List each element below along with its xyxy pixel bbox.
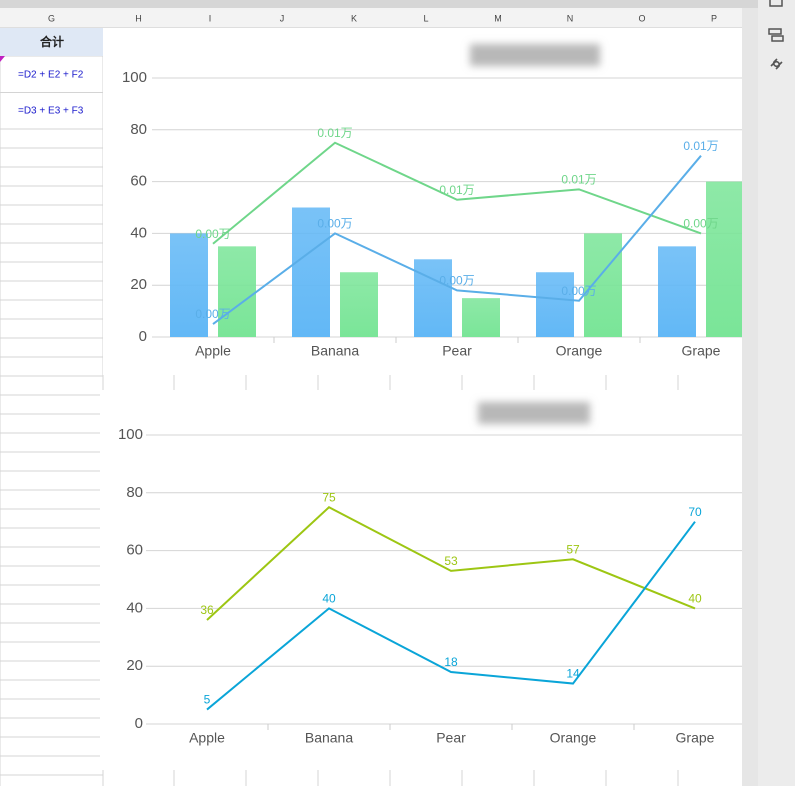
column-header: M (494, 13, 502, 23)
column-header: I (209, 13, 212, 23)
line (212, 141, 702, 245)
line (206, 506, 696, 621)
column-header: K (351, 13, 357, 23)
data-label: 5 (204, 693, 211, 707)
bar (292, 207, 330, 337)
x-tick-label: Banana (305, 730, 353, 746)
blurred-title (478, 402, 590, 424)
total-cell-bg (0, 28, 103, 56)
column-header: O (638, 13, 645, 23)
cell[interactable]: =D2 + E2 + F2 (18, 70, 84, 81)
x-tick-label: Pear (436, 730, 466, 746)
charts: 0 20 40 60 80 100 Apple Banana Pear Orange Grape 0.… (100, 28, 742, 770)
toolbar-icon[interactable] (768, 28, 784, 42)
data-label: 0.01万 (561, 173, 596, 187)
bar (706, 181, 742, 337)
x-tick-label: Grape (682, 343, 721, 359)
y-tick-label: 100 (118, 426, 143, 443)
x-tick-label: Apple (189, 730, 225, 746)
column-header: N (567, 13, 574, 23)
cell[interactable]: 合计 (40, 34, 64, 49)
data-label: 36 (200, 603, 214, 617)
bar (414, 259, 452, 337)
x-tick-label: Apple (195, 343, 231, 359)
data-label: 18 (444, 655, 458, 669)
bar (584, 233, 622, 337)
data-label: 0.01万 (317, 126, 352, 140)
data-label: 70 (688, 505, 702, 519)
y-tick-label: 0 (139, 328, 147, 345)
bar (536, 272, 574, 337)
y-tick-label: 80 (126, 484, 143, 501)
data-label: 0.01万 (683, 139, 718, 153)
toolbar-icon[interactable] (770, 58, 783, 70)
y-tick-label: 0 (135, 715, 143, 732)
toolbar-icon[interactable] (769, 0, 783, 7)
blurred-title (470, 44, 600, 66)
data-label: 57 (566, 542, 580, 556)
data-label: 40 (688, 592, 702, 606)
x-tick-label: Pear (442, 343, 472, 359)
bar (462, 298, 500, 337)
scrollbar[interactable] (742, 8, 758, 786)
data-label: 75 (322, 490, 336, 504)
data-label: 0.00万 (683, 217, 718, 231)
data-label: 0.00万 (195, 227, 230, 241)
x-tick-label: Orange (550, 730, 597, 746)
y-tick-label: 60 (130, 173, 147, 190)
column-header: G (48, 13, 55, 23)
comment-marker (0, 56, 5, 62)
data-label: 0.01万 (439, 183, 474, 197)
y-tick-label: 60 (126, 542, 143, 559)
bar (340, 272, 378, 337)
chart-bg (100, 390, 742, 770)
bar (170, 233, 208, 337)
data-label: 40 (322, 592, 336, 606)
y-tick-label: 20 (126, 657, 143, 674)
x-tick-label: Grape (676, 730, 715, 746)
side-toolbar (758, 0, 795, 786)
data-label: 0.00万 (195, 307, 230, 321)
line (212, 155, 702, 325)
column-header: H (135, 13, 142, 23)
data-label: 14 (566, 667, 580, 681)
x-tick-label: Orange (556, 343, 603, 359)
data-label: 0.00万 (317, 217, 352, 231)
y-tick-label: 100 (122, 69, 147, 86)
bar (218, 246, 256, 337)
data-label: 0.00万 (439, 274, 474, 288)
data-label: 53 (444, 554, 458, 568)
top-bar (0, 0, 758, 8)
bar (658, 246, 696, 337)
y-tick-label: 40 (126, 599, 143, 616)
line (206, 521, 696, 711)
x-tick-label: Banana (311, 343, 359, 359)
column-header: L (423, 13, 428, 23)
y-tick-label: 40 (130, 224, 147, 241)
cell[interactable]: =D3 + E3 + F3 (18, 106, 84, 117)
y-tick-label: 20 (130, 276, 147, 293)
column-header: J (280, 13, 285, 23)
column-header: P (711, 13, 717, 23)
y-tick-label: 80 (130, 121, 147, 138)
column-header-row (0, 8, 758, 28)
data-label: 0.00万 (561, 284, 596, 298)
